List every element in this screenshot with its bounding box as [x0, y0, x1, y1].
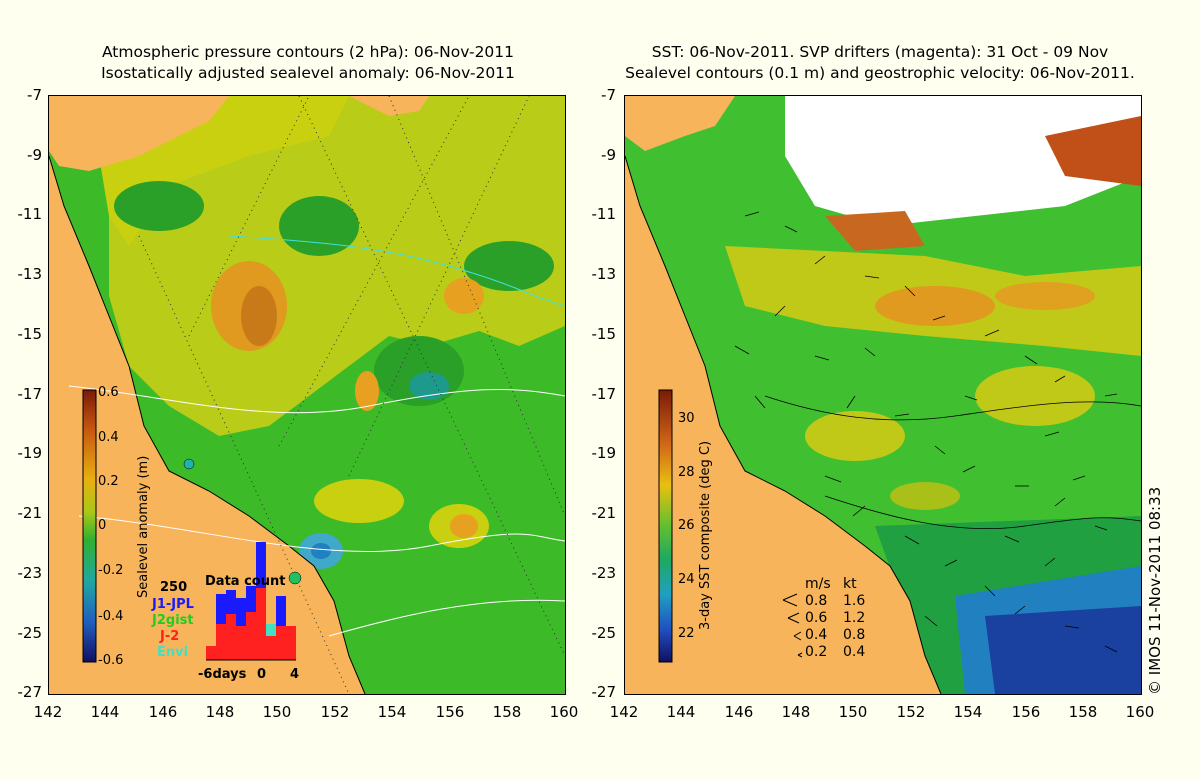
left-title-line2: Isostatically adjusted sealevel anomaly:…: [101, 64, 515, 82]
lon-tick: 148: [781, 703, 811, 721]
velocity-header-kt: kt: [843, 576, 857, 592]
lat-tick: -23: [17, 564, 43, 582]
left-title-line1: Atmospheric pressure contours (2 hPa): 0…: [101, 43, 515, 61]
velocity-ms: 0.8: [805, 593, 828, 609]
series-j1-jpl: J1-JPL: [152, 597, 194, 612]
velocity-ms: 0.6: [805, 610, 828, 626]
series-envi: Envi: [157, 645, 189, 660]
lon-tick: 144: [666, 703, 696, 721]
lat-tick: -11: [17, 205, 43, 223]
sst-colorbar-label: 3-day SST composite (deg C): [698, 440, 713, 630]
sst-map: [624, 95, 1142, 695]
data-count-max: 250: [160, 580, 188, 595]
lon-tick: 152: [320, 703, 350, 721]
sla-tick: -0.6: [98, 653, 124, 668]
lat-tick: -9: [27, 146, 42, 164]
sla-tick: 0.4: [98, 430, 119, 445]
sealevel-anomaly-map: [48, 95, 566, 695]
lon-tick: 154: [377, 703, 407, 721]
lat-tick: -17: [591, 385, 617, 403]
velocity-ms: 0.2: [805, 644, 828, 660]
lon-tick: 148: [205, 703, 235, 721]
data-count-xlabel: -6days: [198, 667, 247, 682]
sla-tick: 0: [98, 518, 107, 533]
lon-tick: 142: [33, 703, 63, 721]
lon-tick: 158: [492, 703, 522, 721]
sla-colorbar-label: Sealevel anomaly (m): [136, 455, 151, 598]
velocity-header-ms: m/s: [805, 576, 831, 592]
lat-tick: -13: [17, 265, 43, 283]
lon-tick: 160: [549, 703, 579, 721]
lat-tick: -9: [601, 146, 616, 164]
lat-tick: -19: [17, 444, 43, 462]
lon-tick: 142: [609, 703, 639, 721]
sst-tick: 28: [678, 465, 695, 480]
right-title-line1: SST: 06-Nov-2011. SVP drifters (magenta)…: [651, 43, 1109, 61]
lon-tick: 144: [90, 703, 120, 721]
velocity-kt: 1.6: [843, 593, 866, 609]
lat-tick: -23: [591, 564, 617, 582]
sst-tick: 24: [678, 572, 695, 587]
lon-tick: 158: [1068, 703, 1098, 721]
series-j2gist: J2gist: [152, 613, 194, 628]
lon-tick: 154: [953, 703, 983, 721]
sla-tick: -0.2: [98, 563, 124, 578]
velocity-legend-arrows: [782, 593, 803, 658]
lon-tick: 146: [148, 703, 178, 721]
data-count-title: Data count: [205, 574, 286, 589]
lat-tick: -17: [17, 385, 43, 403]
velocity-kt: 0.4: [843, 644, 866, 660]
lon-tick: 160: [1125, 703, 1155, 721]
sst-tick: 26: [678, 518, 695, 533]
lat-tick: -19: [591, 444, 617, 462]
lon-tick: 146: [724, 703, 754, 721]
data-count-histogram: [206, 542, 296, 661]
lat-tick: -25: [17, 624, 43, 642]
sealevel-anomaly-map-svg: [49, 96, 565, 694]
sst-colorbar: [658, 389, 673, 663]
velocity-kt: 0.8: [843, 627, 866, 643]
lat-tick: -7: [27, 86, 42, 104]
sla-tick: 0.6: [98, 385, 119, 400]
copyright-text: © IMOS 11-Nov-2011 08:33: [1146, 486, 1164, 695]
velocity-kt: 1.2: [843, 610, 866, 626]
series-j-2: J-2: [160, 629, 180, 644]
velocity-ms: 0.4: [805, 627, 828, 643]
sla-tick: -0.4: [98, 609, 124, 624]
lat-tick: -15: [591, 325, 617, 343]
right-title-line2: Sealevel contours (0.1 m) and geostrophi…: [625, 64, 1135, 82]
lon-tick: 150: [262, 703, 292, 721]
lat-tick: -21: [17, 504, 43, 522]
data-count-xlabel: 0: [257, 667, 267, 682]
sla-colorbar: [82, 389, 97, 663]
data-count-xlabel: 4: [290, 667, 300, 682]
lat-tick: -15: [17, 325, 43, 343]
lat-tick: -21: [591, 504, 617, 522]
lon-tick: 156: [435, 703, 465, 721]
lat-tick: -13: [591, 265, 617, 283]
lat-tick: -11: [591, 205, 617, 223]
lon-tick: 156: [1011, 703, 1041, 721]
lat-tick: -25: [591, 624, 617, 642]
sst-tick: 22: [678, 626, 695, 641]
sst-tick: 30: [678, 411, 695, 426]
sst-map-svg: [625, 96, 1141, 694]
lat-tick: -27: [591, 683, 617, 701]
lon-tick: 150: [838, 703, 868, 721]
lon-tick: 152: [896, 703, 926, 721]
lat-tick: -27: [17, 683, 43, 701]
sla-tick: 0.2: [98, 474, 119, 489]
lat-tick: -7: [601, 86, 616, 104]
